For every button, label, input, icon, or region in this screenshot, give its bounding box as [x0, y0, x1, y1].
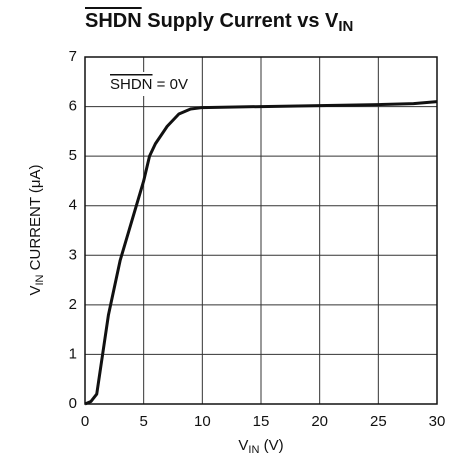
title-part: Supply Current vs V: [142, 10, 339, 32]
x-tick-label: 25: [370, 413, 387, 430]
x-tick-label: 30: [429, 413, 446, 430]
x-tick-label: 5: [139, 413, 147, 430]
y-tick-label: 3: [69, 246, 77, 263]
y-axis-label: VIN CURRENT (μA): [27, 164, 46, 295]
y-tick-label: 5: [69, 147, 77, 164]
x-tick-label: 10: [194, 413, 211, 430]
annotation: SHDN = 0V: [110, 76, 188, 93]
y-label-part: IN: [34, 274, 46, 285]
x-tick-label: 0: [81, 413, 89, 430]
y-tick-label: 0: [69, 395, 77, 412]
y-tick-label: 6: [69, 98, 77, 115]
y-label-part: CURRENT (μA): [27, 164, 44, 274]
y-tick-label: 2: [69, 296, 77, 313]
title-part: SHDN: [85, 10, 142, 32]
y-tick-label: 1: [69, 345, 77, 362]
y-label-part: V: [27, 286, 44, 296]
title-part: IN: [338, 18, 353, 35]
plot-frame: [84, 56, 438, 405]
y-tick-label: 7: [69, 48, 77, 65]
annotation-part: = 0V: [153, 76, 188, 93]
annotation-part: SHDN: [110, 76, 153, 93]
x-label-part: (V): [259, 437, 283, 454]
chart-title: SHDN Supply Current vs VIN: [85, 10, 353, 35]
annotation-bg: [106, 72, 192, 96]
data-line: [84, 100, 438, 406]
x-label-part: IN: [248, 444, 259, 456]
x-tick-label: 20: [311, 413, 328, 430]
x-tick-label: 15: [253, 413, 270, 430]
x-label-part: V: [238, 437, 248, 454]
x-axis-label: VIN (V): [238, 437, 283, 456]
y-tick-label: 4: [69, 197, 77, 214]
